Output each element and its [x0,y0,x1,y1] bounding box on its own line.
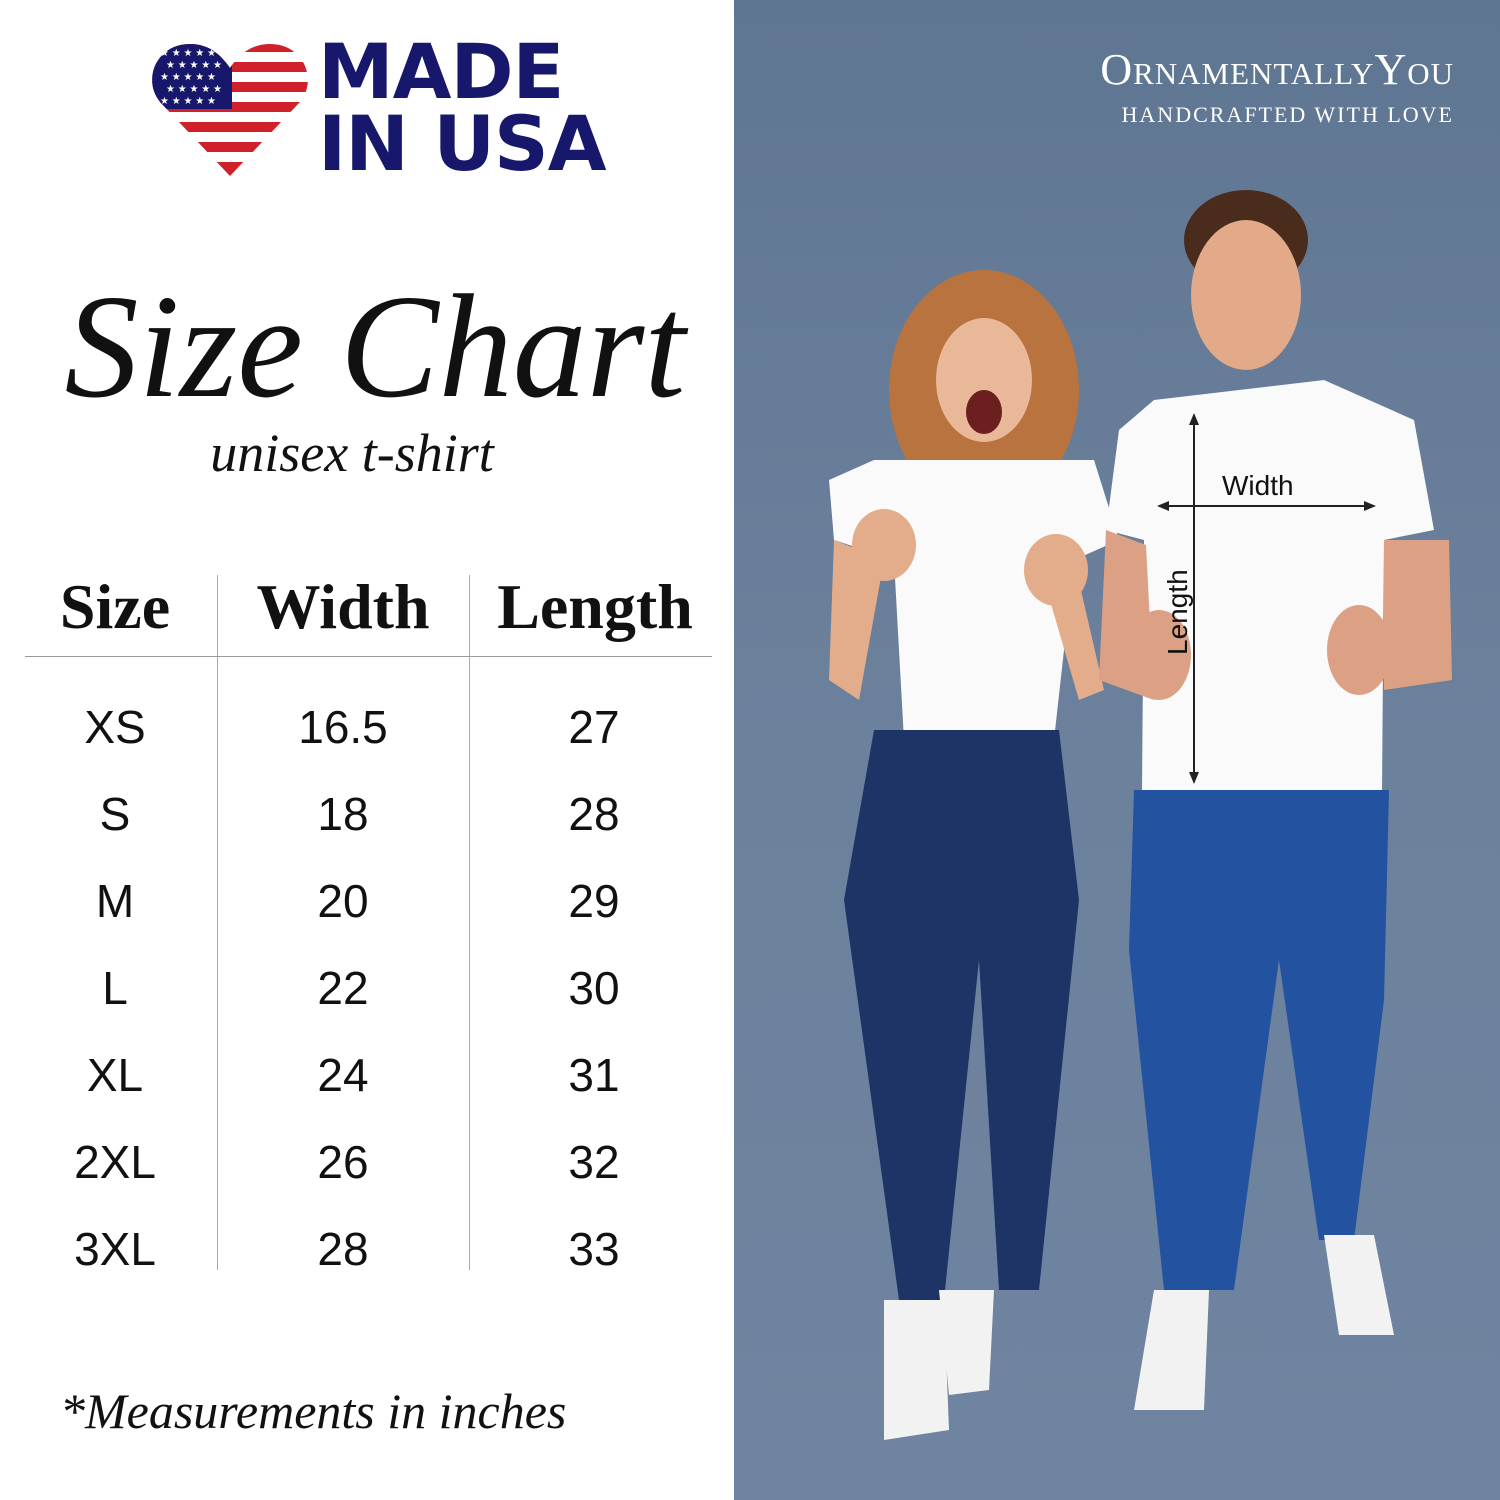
cell-length: 28 [568,788,620,840]
woman-figure [829,270,1119,1440]
svg-text:★ ★ ★ ★ ★: ★ ★ ★ ★ ★ [160,48,216,59]
header-divider [25,656,712,657]
cell-size: 2XL [74,1136,156,1188]
column-divider [217,575,218,1270]
cell-width: 22 [317,962,369,1014]
us-flag-heart-icon: ★ ★ ★ ★ ★★ ★ ★ ★ ★ ★ ★ ★ ★ ★★ ★ ★ ★ ★★ ★… [152,44,308,176]
page-subtitle: unisex t-shirt [210,423,494,483]
brand-logo: OrnamentallyYou [1100,45,1454,94]
cell-width: 16.5 [298,701,388,753]
cell-length: 27 [568,701,620,753]
cell-length: 29 [568,875,620,927]
cell-size: XS [84,701,146,753]
size-chart-panel: ★ ★ ★ ★ ★ ★ ★ ★ ★ ★ ★ ★ ★ ★ ★ ★ ★ ★ ★ ★ ★ ★… [0,0,734,1500]
page-title: Size Chart [64,265,686,429]
cell-length: 32 [568,1136,620,1188]
svg-text:★ ★ ★ ★ ★: ★ ★ ★ ★ ★ [166,60,222,71]
svg-text:★ ★ ★ ★ ★: ★ ★ ★ ★ ★ [160,96,216,107]
cell-width: 20 [317,875,369,927]
badge-line-2: IN USA [318,99,607,188]
svg-text:★ ★ ★ ★ ★: ★ ★ ★ ★ ★ [160,72,216,83]
badge-line-1: MADE [318,27,564,116]
cell-width: 18 [317,788,369,840]
column-divider [469,575,470,1270]
svg-text:★ ★ ★ ★ ★: ★ ★ ★ ★ ★ [166,84,222,95]
cell-length: 30 [568,962,620,1014]
length-annotation: Length [1162,569,1193,655]
cell-size: L [102,962,128,1014]
model-photo: Width Length OrnamentallyYou HANDCRAFTED… [734,0,1500,1500]
cell-length: 33 [568,1223,620,1275]
cell-length: 31 [568,1049,620,1101]
width-annotation: Width [1222,470,1294,501]
cell-width: 28 [317,1223,369,1275]
cell-size: M [95,875,135,927]
man-figure [1099,190,1452,1410]
cell-size: S [99,788,131,840]
footnote: *Measurements in inches [60,1383,567,1439]
cell-width: 26 [317,1136,369,1188]
header-size: Size [59,571,171,642]
cell-width: 24 [317,1049,369,1101]
cell-size: XL [86,1049,144,1101]
models-illustration [829,190,1452,1440]
made-in-usa-badge: MADE IN USA [318,27,607,188]
brand-tagline: HANDCRAFTED WITH LOVE [1121,102,1454,127]
cell-size: 3XL [74,1223,156,1275]
header-width: Width [256,571,430,642]
header-length: Length [497,571,693,642]
